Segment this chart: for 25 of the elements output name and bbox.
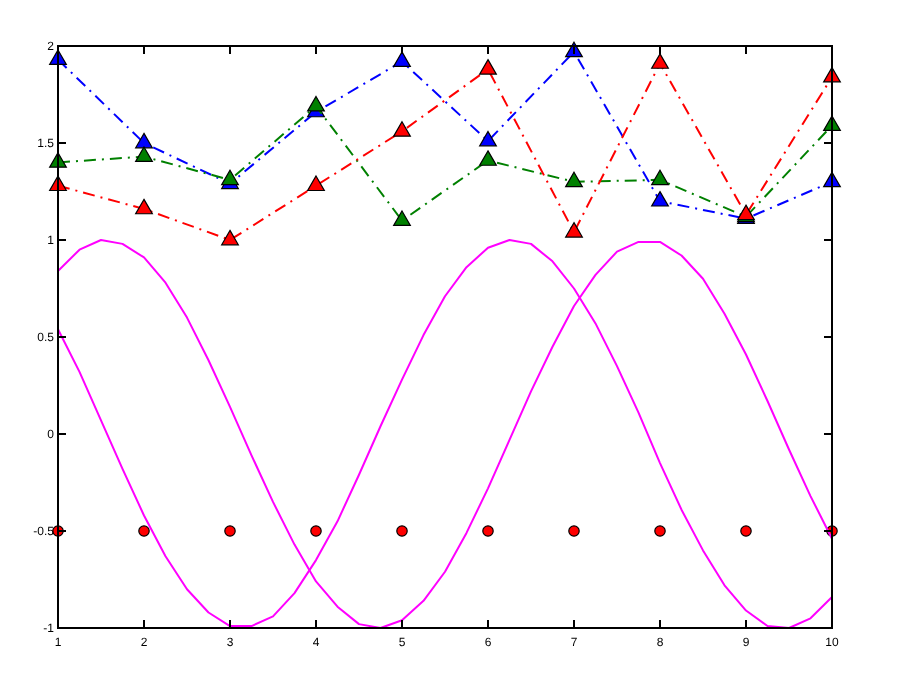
point (479, 59, 497, 75)
point (740, 525, 752, 537)
point (565, 171, 583, 188)
point (651, 53, 669, 69)
point (224, 525, 236, 537)
point (482, 525, 494, 537)
point (138, 525, 150, 537)
point (654, 525, 666, 537)
point (135, 198, 153, 215)
point (221, 229, 239, 246)
point (310, 525, 322, 537)
point (393, 51, 411, 67)
point (651, 169, 669, 186)
point (651, 190, 669, 207)
point (393, 121, 411, 137)
point (135, 132, 153, 149)
point (565, 222, 583, 238)
point (479, 150, 497, 166)
point (307, 95, 325, 112)
point (396, 525, 408, 537)
point (135, 146, 153, 162)
point (393, 210, 411, 227)
point (479, 130, 497, 147)
point (307, 175, 325, 192)
point (568, 525, 580, 537)
